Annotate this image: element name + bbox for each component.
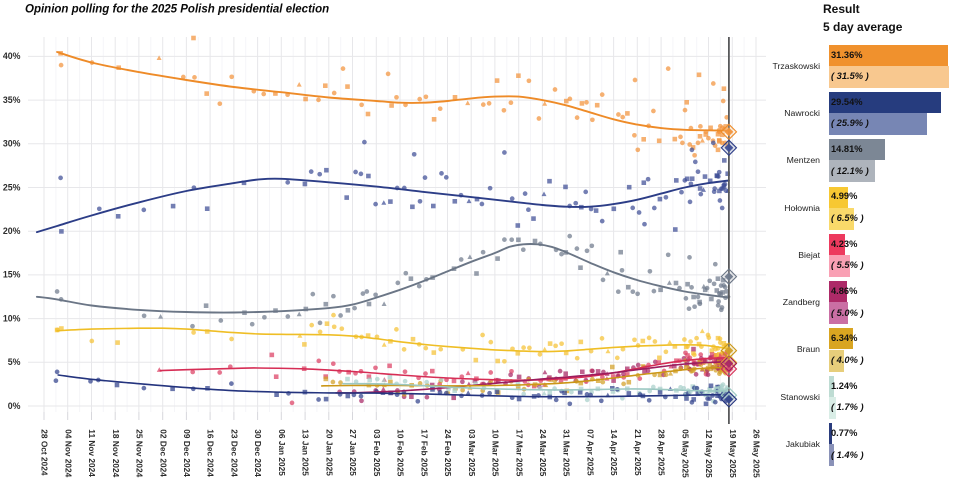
svg-text:03 Feb 2025: 03 Feb 2025	[372, 429, 382, 476]
svg-text:09 Dec 2024: 09 Dec 2024	[182, 429, 192, 477]
svg-text:Opinion polling for the 2025 P: Opinion polling for the 2025 Polish pres…	[25, 4, 329, 16]
svg-text:20%: 20%	[3, 226, 21, 236]
svg-text:30 Dec 2024: 30 Dec 2024	[253, 429, 263, 477]
svg-text:15%: 15%	[3, 270, 21, 280]
svg-text:24 Feb 2025: 24 Feb 2025	[443, 429, 453, 476]
svg-text:27 Jan 2025: 27 Jan 2025	[348, 429, 358, 476]
svg-text:30%: 30%	[3, 139, 21, 149]
svg-text:16 Dec 2024: 16 Dec 2024	[206, 429, 216, 477]
svg-text:31 Mar 2025: 31 Mar 2025	[562, 429, 572, 476]
svg-text:23 Dec 2024: 23 Dec 2024	[230, 429, 240, 477]
svg-text:13 Jan 2025: 13 Jan 2025	[301, 429, 311, 476]
svg-text:07 Apr 2025: 07 Apr 2025	[586, 429, 596, 476]
svg-text:11 Nov 2024: 11 Nov 2024	[87, 429, 97, 477]
svg-text:10 Mar 2025: 10 Mar 2025	[491, 429, 501, 476]
svg-text:28 Oct 2024: 28 Oct 2024	[40, 429, 50, 476]
svg-text:21 Apr 2025: 21 Apr 2025	[633, 429, 643, 476]
svg-text:12 May 2025: 12 May 2025	[704, 429, 714, 478]
svg-text:5%: 5%	[8, 357, 21, 367]
svg-text:20 Jan 2025: 20 Jan 2025	[324, 429, 334, 476]
svg-text:06 Jan 2025: 06 Jan 2025	[277, 429, 287, 476]
svg-text:19 May 2025: 19 May 2025	[728, 429, 738, 478]
svg-text:18 Nov 2024: 18 Nov 2024	[111, 429, 121, 477]
svg-text:28 Apr 2025: 28 Apr 2025	[657, 429, 667, 476]
svg-text:40%: 40%	[3, 51, 21, 61]
svg-text:14 Apr 2025: 14 Apr 2025	[609, 429, 619, 476]
svg-text:17 Mar 2025: 17 Mar 2025	[514, 429, 524, 476]
svg-text:24 Mar 2025: 24 Mar 2025	[538, 429, 548, 476]
svg-text:17 Feb 2025: 17 Feb 2025	[419, 429, 429, 476]
svg-text:02 Dec 2024: 02 Dec 2024	[158, 429, 168, 477]
svg-text:10 Feb 2025: 10 Feb 2025	[396, 429, 406, 476]
svg-text:25 Nov 2024: 25 Nov 2024	[135, 429, 145, 477]
svg-text:35%: 35%	[3, 95, 21, 105]
svg-text:0%: 0%	[8, 401, 21, 411]
svg-text:03 Mar 2025: 03 Mar 2025	[467, 429, 477, 476]
svg-text:10%: 10%	[3, 313, 21, 323]
svg-text:05 May 2025: 05 May 2025	[680, 429, 690, 478]
svg-text:25%: 25%	[3, 182, 21, 192]
svg-text:26 May 2025: 26 May 2025	[752, 429, 762, 478]
svg-text:04 Nov 2024: 04 Nov 2024	[63, 429, 73, 477]
